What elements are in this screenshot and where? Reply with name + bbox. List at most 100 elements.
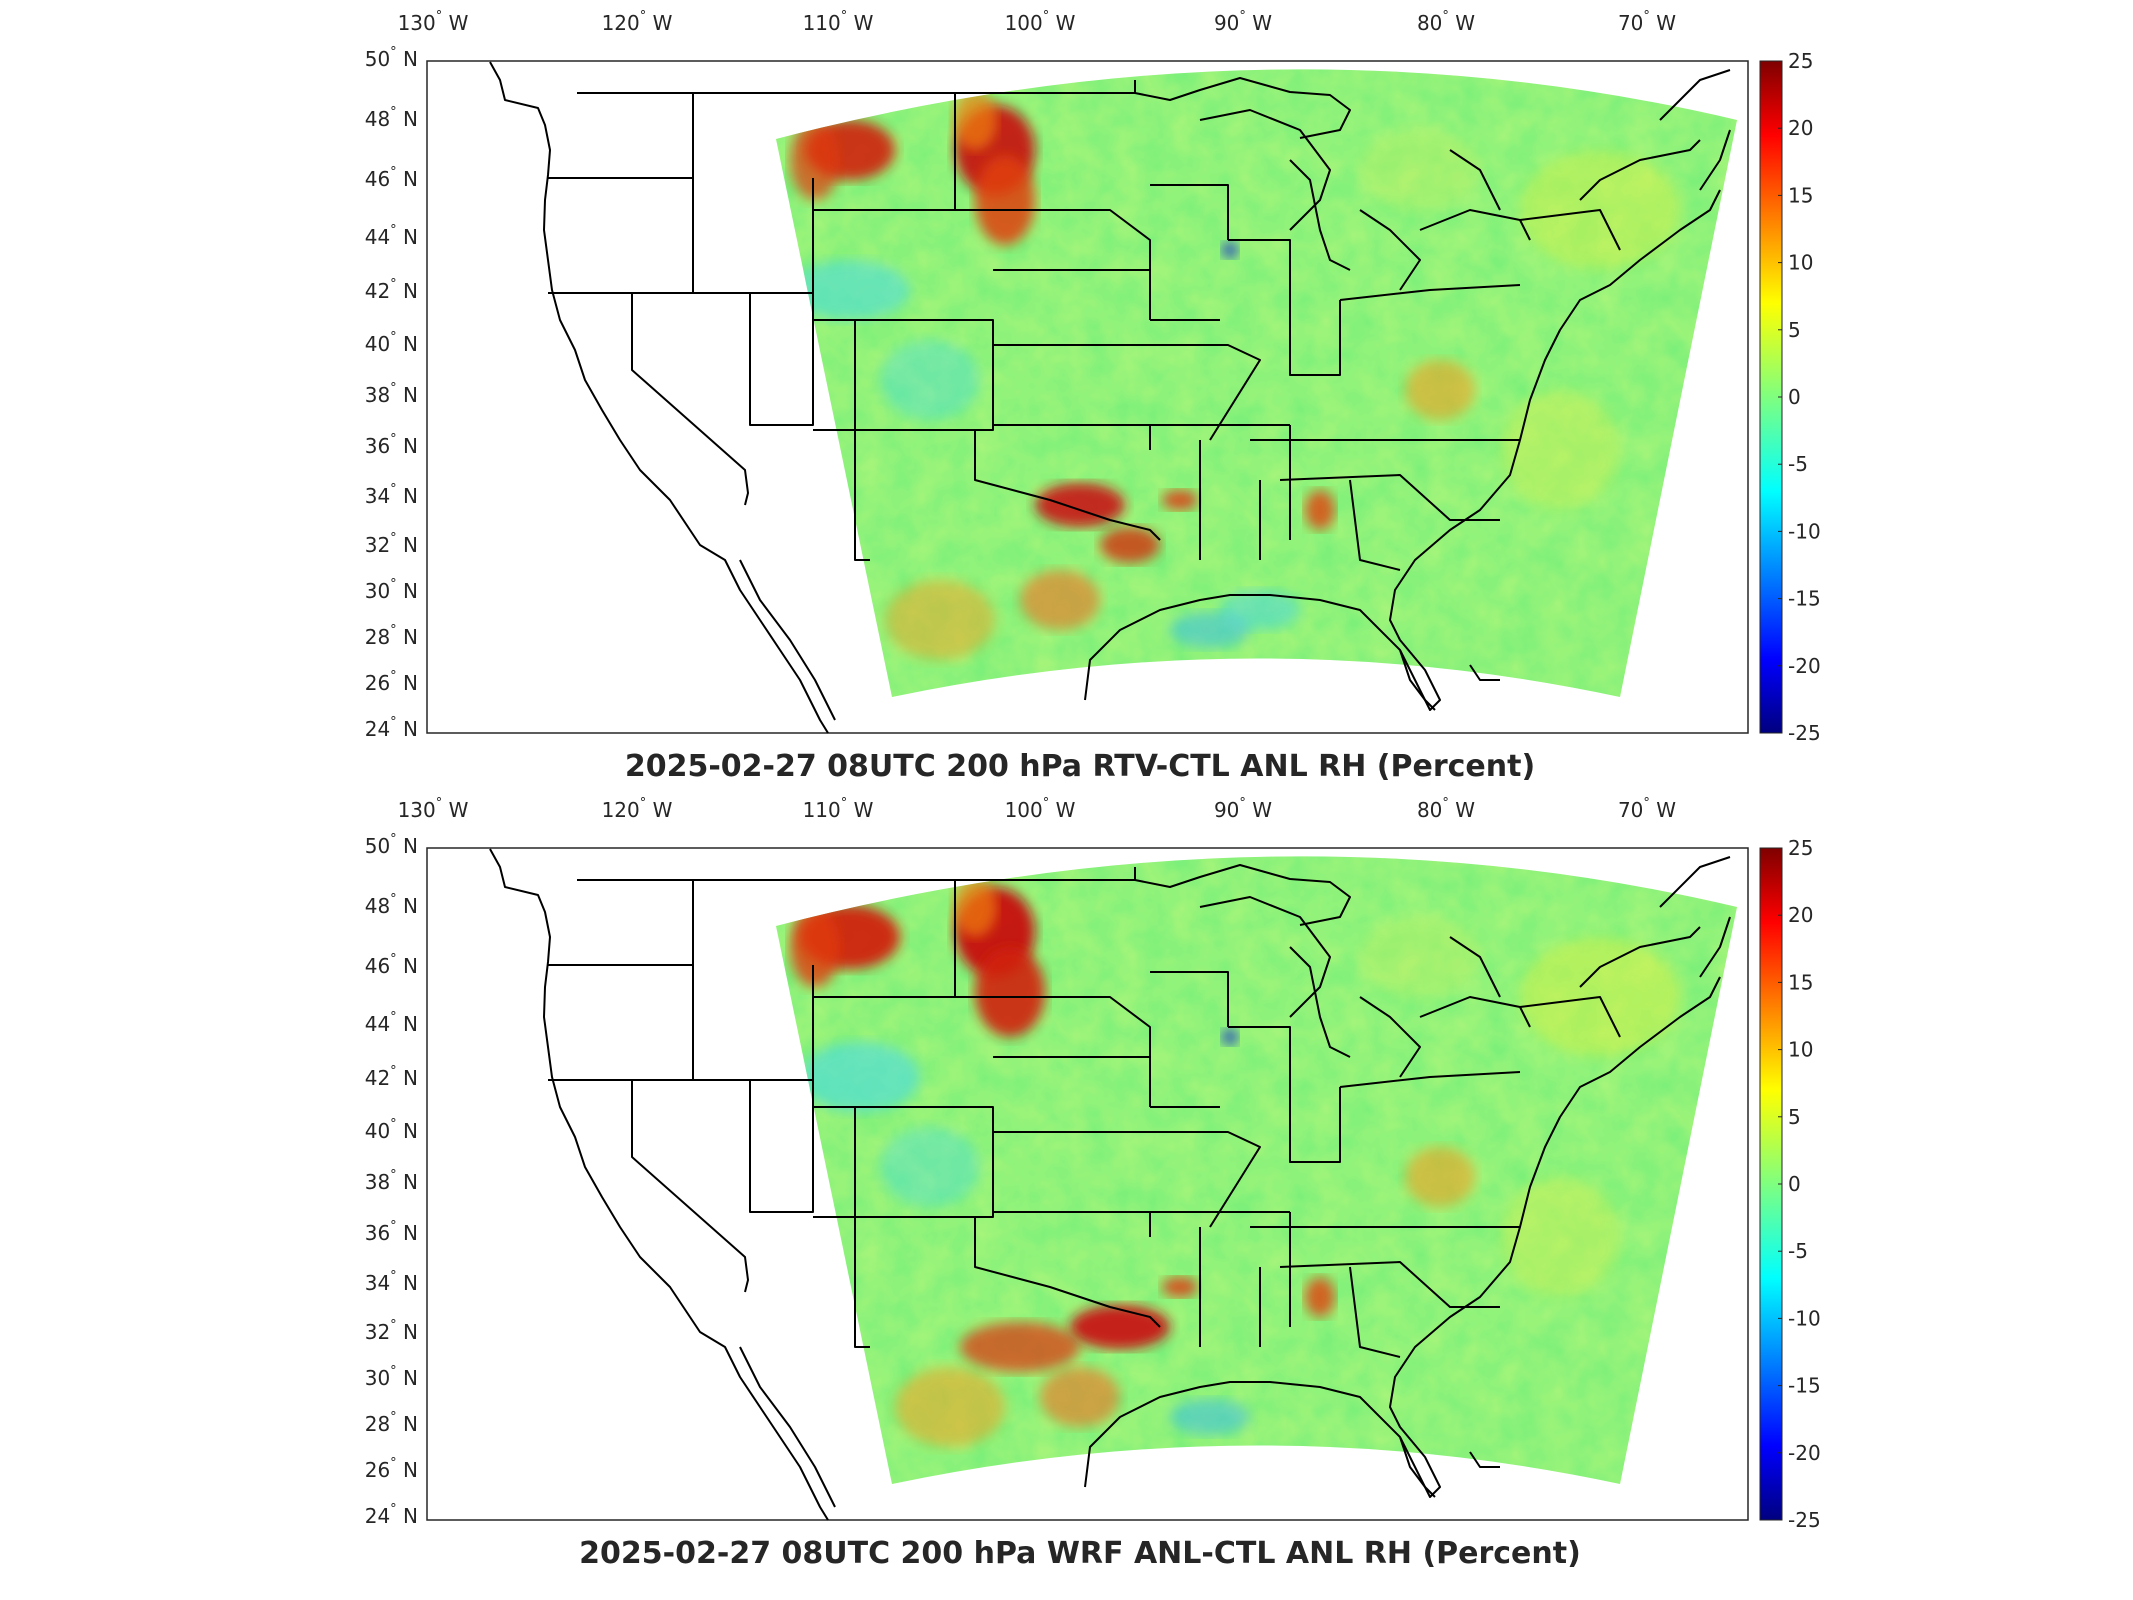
colorbar-label: -20 xyxy=(1788,1441,1821,1465)
colorbar-label: 20 xyxy=(1788,903,1813,927)
latitude-label: 48° N xyxy=(365,892,418,918)
colorbar-label: 15 xyxy=(1788,183,1813,207)
panel-title: 2025-02-27 08UTC 200 hPa RTV-CTL ANL RH … xyxy=(625,749,1535,784)
boundary-line xyxy=(1289,946,1351,1058)
boundary-line xyxy=(1228,239,1291,280)
longitude-label: 130° W xyxy=(398,9,469,35)
boundary-line xyxy=(974,430,1161,541)
rh-anomaly-blob xyxy=(1405,360,1475,420)
boundary-line xyxy=(974,1217,1161,1328)
colorbar-label: -25 xyxy=(1788,1508,1821,1532)
rh-anomaly-blob xyxy=(1070,1305,1170,1349)
colorbar-label: 5 xyxy=(1788,1105,1801,1129)
latitude-label: 30° N xyxy=(365,1364,418,1390)
rh-anomaly-blob xyxy=(1035,483,1125,527)
rh-anomaly-blob xyxy=(1020,570,1100,630)
boundary-line xyxy=(739,1346,836,1508)
rh-anomaly-blob xyxy=(1360,917,1480,997)
boundary-line xyxy=(1699,916,1731,978)
boundary-line xyxy=(854,1107,870,1348)
latitude-label: 42° N xyxy=(365,1064,418,1090)
rh-anomaly-blob xyxy=(953,877,997,937)
colorbar-label: -5 xyxy=(1788,1239,1808,1263)
latitude-label: 42° N xyxy=(365,277,418,303)
state-boundaries xyxy=(489,61,1731,734)
colorbar-label: -10 xyxy=(1788,519,1821,543)
latitude-label: 26° N xyxy=(365,669,418,695)
rh-anomaly-blob xyxy=(1500,1177,1620,1297)
boundary-line xyxy=(1349,1266,1401,1358)
latitude-label: 50° N xyxy=(365,832,418,858)
longitude-label: 70° W xyxy=(1618,9,1676,35)
rh-anomaly-blob xyxy=(1222,242,1238,258)
longitude-label: 120° W xyxy=(602,9,673,35)
boundary-line xyxy=(1469,1451,1500,1468)
rh-anomaly-blob xyxy=(1100,527,1160,563)
boundary-line xyxy=(489,848,829,1521)
boundary-line xyxy=(1419,996,1531,1028)
colorbar-label: 25 xyxy=(1788,836,1813,860)
boundary-line xyxy=(1449,149,1501,211)
boundary-line xyxy=(749,293,814,426)
latitude-label: 36° N xyxy=(365,1219,418,1245)
latitude-label: 38° N xyxy=(365,1168,418,1194)
colorbar-label: -25 xyxy=(1788,721,1821,745)
latitude-label: 32° N xyxy=(365,1318,418,1344)
rh-anomaly-blob xyxy=(975,155,1035,245)
longitude-label: 130° W xyxy=(398,796,469,822)
boundary-line xyxy=(1579,139,1701,201)
boundary-line xyxy=(631,293,749,506)
rh-anomaly-blob xyxy=(1220,590,1300,630)
boundary-line xyxy=(1449,936,1501,998)
boundary-line xyxy=(1228,1026,1291,1067)
rh-anomaly-blob xyxy=(953,90,997,150)
longitude-label: 80° W xyxy=(1417,9,1475,35)
boundary-line xyxy=(813,880,956,998)
boundary-line xyxy=(631,1080,749,1293)
boundary-line xyxy=(1084,976,1721,1498)
longitude-label: 120° W xyxy=(602,796,673,822)
boundary-line xyxy=(813,319,994,431)
boundary-line xyxy=(1359,996,1421,1078)
latitude-label: 46° N xyxy=(365,165,418,191)
colorbar-label: 0 xyxy=(1788,385,1801,409)
rh-anomaly-blob xyxy=(790,907,840,987)
boundary-line xyxy=(1519,996,1621,1038)
latitude-label: 34° N xyxy=(365,482,418,508)
latitude-label: 38° N xyxy=(365,381,418,407)
boundary-line xyxy=(1349,479,1401,571)
rh-anomaly-blob xyxy=(1405,1147,1475,1207)
latitude-label: 40° N xyxy=(365,330,418,356)
boundary-line xyxy=(1659,856,1731,908)
longitude-tick-labels: 130° W 120° W 110° W 100° W 90° W 80° W 70° W xyxy=(398,9,1677,35)
boundary-line xyxy=(1279,1261,1500,1308)
map-panel-bottom: 2025-02-27 08UTC 200 hPa WRF ANL-CTL ANL… xyxy=(365,796,1821,1571)
rh-anomaly-blob xyxy=(880,1127,980,1207)
boundary-line xyxy=(1140,1131,1261,1228)
boundary-line xyxy=(1140,344,1261,441)
map-panel-top: 2025-02-27 08UTC 200 hPa RTV-CTL ANL RH … xyxy=(365,9,1821,784)
longitude-label: 90° W xyxy=(1214,796,1272,822)
rh-anomaly-blob xyxy=(1162,490,1198,510)
latitude-label: 32° N xyxy=(365,531,418,557)
boundary-line xyxy=(1134,77,1351,139)
longitude-label: 90° W xyxy=(1214,9,1272,35)
boundary-line xyxy=(1084,189,1721,711)
colorbar-label: 10 xyxy=(1788,1038,1813,1062)
colorbar-label: -5 xyxy=(1788,452,1808,476)
boundary-line xyxy=(955,996,1151,1107)
colorbar-label: 20 xyxy=(1788,116,1813,140)
latitude-label: 48° N xyxy=(365,105,418,131)
boundary-line xyxy=(1289,1067,1341,1163)
latitude-label: 36° N xyxy=(365,432,418,458)
latitude-label: 24° N xyxy=(365,715,418,741)
state-boundaries xyxy=(489,848,1731,1521)
boundary-line xyxy=(813,1106,994,1218)
boundary-line xyxy=(1134,864,1351,926)
latitude-label: 44° N xyxy=(365,1010,418,1036)
rh-anomaly-blob xyxy=(1360,130,1480,210)
boundary-line xyxy=(489,61,829,734)
colorbar-label: -10 xyxy=(1788,1306,1821,1330)
rh-anomaly-layer xyxy=(776,856,1737,1485)
